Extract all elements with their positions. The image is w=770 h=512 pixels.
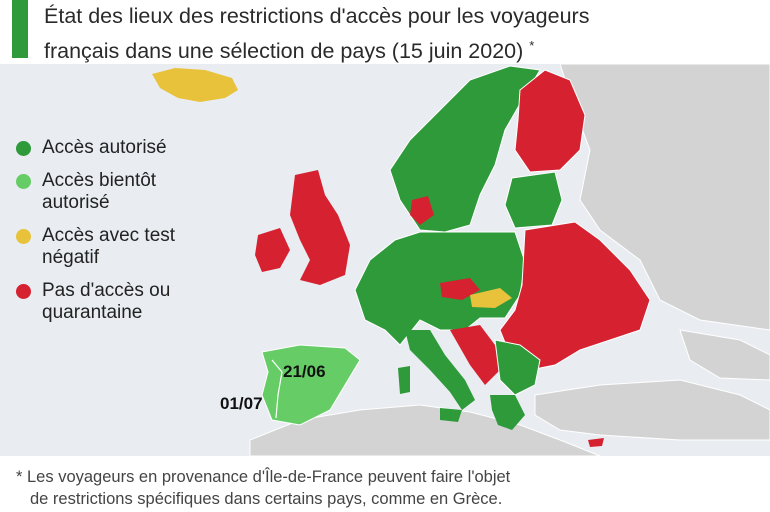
finland xyxy=(514,69,586,173)
map-svg xyxy=(0,63,770,457)
czechia xyxy=(440,278,480,300)
russia-land xyxy=(559,63,770,331)
portugal-border xyxy=(271,359,283,419)
denmark xyxy=(410,196,434,225)
italy xyxy=(405,330,475,410)
footnote-line-2: de restrictions spécifiques dans certain… xyxy=(30,490,503,508)
page-title: État des lieux des restrictions d'accès … xyxy=(44,2,744,66)
legend-label-line2: autorisé xyxy=(42,192,110,213)
legend-dot-no-access xyxy=(16,284,31,299)
title-line-2: français dans une sélection de pays (15 … xyxy=(44,39,524,64)
title-line-1: État des lieux des restrictions d'accès … xyxy=(44,4,590,28)
sicily xyxy=(440,408,462,422)
ireland xyxy=(255,228,290,272)
central-europe xyxy=(354,231,526,346)
balkans-green xyxy=(494,339,541,396)
legend-dot-negative-test xyxy=(16,229,31,244)
legend-label-line2: négatif xyxy=(42,247,100,268)
greece xyxy=(490,395,525,430)
legend-label: Pas d'accès ou xyxy=(42,280,171,301)
iberia xyxy=(261,344,361,426)
iceland xyxy=(152,68,238,102)
legend-label-line2: quarantaine xyxy=(42,302,143,323)
footnote: * Les voyageurs en provenance d'Île-de-F… xyxy=(16,466,756,510)
baltics xyxy=(504,171,563,229)
legend-item-allowed: Accès autorisé xyxy=(16,137,236,159)
legend-item-no-access: Pas d'accès ou quarantaine xyxy=(16,280,236,324)
footnote-line-1: * Les voyageurs en provenance d'Île-de-F… xyxy=(16,468,511,486)
legend-label: Accès bientôt xyxy=(42,170,157,191)
legend: Accès autorisé Accès bientôt autorisé Ac… xyxy=(16,137,236,335)
caucasus-land xyxy=(679,329,770,381)
portugal-date-label: 01/07 xyxy=(220,394,263,413)
balkans-red xyxy=(450,325,500,385)
title-asterisk: * xyxy=(529,38,535,53)
europe-map xyxy=(0,63,770,457)
cyprus xyxy=(588,438,604,447)
accent-bar xyxy=(12,0,28,58)
legend-item-soon-allowed: Accès bientôt autorisé xyxy=(16,170,236,214)
legend-dot-soon-allowed xyxy=(16,174,31,189)
legend-label: Accès autorisé xyxy=(42,137,167,158)
turkey-land xyxy=(534,379,770,441)
spain-date-label: 21/06 xyxy=(283,362,326,381)
united-kingdom xyxy=(290,170,350,285)
legend-dot-allowed xyxy=(16,141,31,156)
legend-item-negative-test: Accès avec test négatif xyxy=(16,225,236,269)
legend-label: Accès avec test xyxy=(42,225,176,246)
slovakia xyxy=(470,288,512,308)
eastern-europe xyxy=(499,221,651,371)
norway-sweden xyxy=(389,65,541,233)
sardinia xyxy=(398,366,410,394)
